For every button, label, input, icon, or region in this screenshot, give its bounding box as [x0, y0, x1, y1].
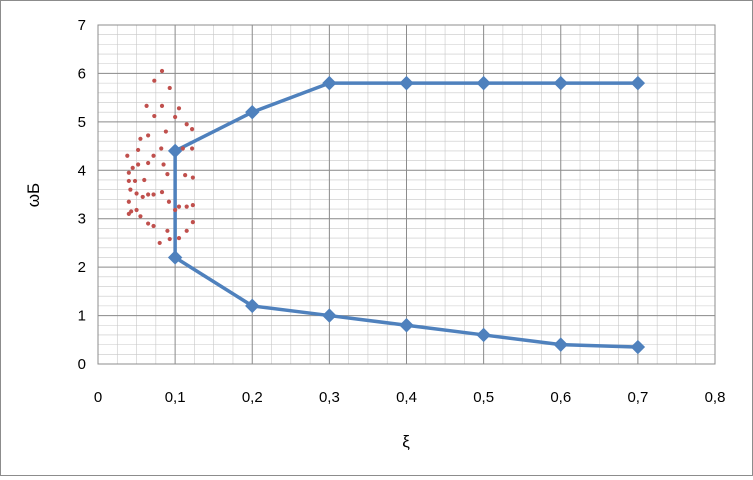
- diamond-marker: [553, 337, 568, 352]
- plot-border: [97, 24, 716, 365]
- diamond-marker: [322, 75, 337, 91]
- red-dot: [152, 78, 157, 83]
- red-dot: [151, 153, 156, 158]
- red-dot: [126, 211, 131, 216]
- x-tick-label: 0,3: [319, 389, 340, 406]
- red-dot: [128, 187, 133, 192]
- red-dot: [136, 162, 141, 167]
- red-dot: [176, 235, 182, 241]
- diamond-marker: [167, 250, 183, 265]
- red-dot: [159, 103, 165, 108]
- red-dot: [125, 153, 130, 158]
- red-dot: [132, 178, 138, 184]
- series-polyline: [173, 81, 638, 349]
- y-axis-label: ωБ: [24, 183, 43, 207]
- red-dot: [140, 194, 145, 200]
- red-dot: [134, 191, 139, 196]
- diamond-marker: [245, 298, 260, 314]
- red-dot: [159, 146, 164, 151]
- red-dot: [180, 146, 185, 151]
- y-tick-label: 1: [78, 308, 86, 325]
- diamond-marker: [476, 327, 491, 343]
- red-dot: [146, 221, 151, 226]
- red-dot: [183, 173, 188, 178]
- red-dot: [163, 129, 168, 134]
- x-tick-label: 0,4: [396, 389, 417, 406]
- x-tick-labels: 0 0,1 0,2 0,3 0,4 0,5 0,6 0,7 0,8: [94, 389, 726, 406]
- x-tick-label: 0,7: [627, 389, 648, 406]
- diamond-marker: [630, 339, 646, 355]
- red-dot: [126, 170, 131, 175]
- y-tick-label: 7: [78, 17, 86, 34]
- red-dot: [126, 199, 131, 204]
- x-tick-label: 0,2: [242, 389, 263, 406]
- red-dot: [184, 228, 189, 233]
- red-dot: [144, 103, 149, 108]
- red-dot: [146, 192, 151, 197]
- diamond-marker: [245, 104, 260, 120]
- series-line: [173, 81, 638, 349]
- red-dot: [190, 203, 195, 208]
- red-dot: [151, 192, 156, 197]
- major-gridlines: [97, 24, 716, 365]
- red-dot: [173, 207, 178, 213]
- y-tick-label: 5: [78, 114, 86, 131]
- y-tick-label: 2: [78, 259, 86, 276]
- x-tick-label: 0,8: [705, 389, 726, 406]
- red-dot: [151, 223, 156, 229]
- red-dot: [146, 133, 151, 138]
- plot-frame: [97, 24, 716, 365]
- y-tick-label: 6: [78, 65, 86, 82]
- red-dot: [157, 240, 162, 246]
- red-dot: [184, 122, 189, 127]
- scatter-dots: [125, 68, 195, 246]
- red-dot: [165, 228, 170, 233]
- x-tick-label: 0,6: [550, 389, 571, 406]
- red-dot: [190, 175, 195, 180]
- red-dot: [165, 172, 170, 177]
- red-dot: [173, 114, 178, 120]
- red-dot: [184, 204, 189, 209]
- y-tick-labels: 0 1 2 3 4 5 6 7: [78, 17, 86, 373]
- red-dot: [142, 177, 147, 183]
- red-dot: [138, 136, 143, 141]
- x-tick-label: 0,1: [165, 389, 186, 406]
- red-dot: [138, 214, 143, 219]
- diamond-marker: [553, 75, 568, 91]
- x-tick-label: 0: [94, 389, 102, 406]
- red-dot: [161, 162, 166, 167]
- diamond-marker: [630, 75, 646, 91]
- red-dot: [152, 113, 157, 119]
- red-dot: [189, 127, 195, 132]
- red-dot: [146, 160, 151, 166]
- red-dot: [189, 146, 195, 151]
- diamond-marker: [476, 75, 491, 91]
- series-markers: [167, 75, 646, 355]
- x-tick-label: 0,5: [473, 389, 494, 406]
- red-dot: [130, 165, 135, 170]
- red-dot: [167, 85, 172, 91]
- y-tick-label: 4: [78, 162, 86, 179]
- red-dot: [159, 68, 165, 74]
- red-dot: [134, 207, 139, 213]
- diamond-marker: [167, 143, 183, 159]
- diamond-marker: [322, 308, 337, 323]
- red-dot: [190, 220, 195, 225]
- red-dot: [176, 204, 182, 209]
- y-tick-label: 3: [78, 211, 86, 228]
- red-dot: [166, 199, 172, 204]
- red-dot: [136, 147, 141, 153]
- x-axis-label: ξ: [402, 432, 410, 451]
- red-dot: [126, 178, 131, 184]
- red-dot: [159, 189, 165, 195]
- y-tick-label: 0: [78, 356, 86, 373]
- diamond-marker: [399, 318, 414, 333]
- red-dot: [167, 236, 172, 242]
- red-dot: [176, 106, 182, 111]
- diamond-marker: [399, 75, 414, 91]
